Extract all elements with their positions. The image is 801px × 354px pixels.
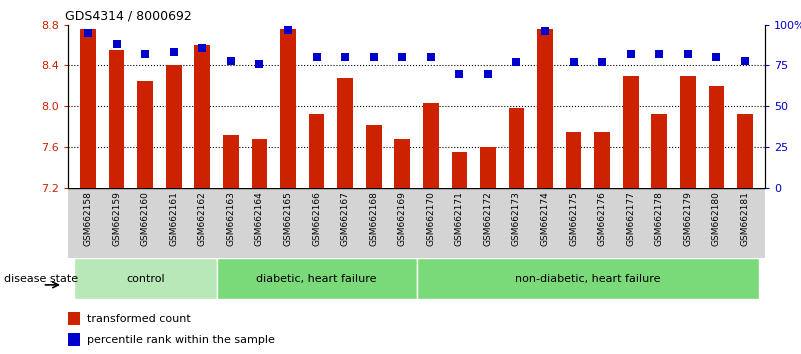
Bar — [252, 139, 268, 188]
Bar — [709, 86, 724, 188]
Point — [682, 51, 694, 57]
Text: diabetic, heart failure: diabetic, heart failure — [256, 274, 376, 284]
Point — [167, 50, 180, 55]
Point — [224, 58, 237, 63]
Bar — [480, 147, 496, 188]
Point — [624, 51, 637, 57]
Bar — [74, 258, 216, 299]
Bar — [417, 258, 759, 299]
Text: GSM662176: GSM662176 — [598, 191, 606, 246]
Point — [368, 55, 380, 60]
Bar — [537, 29, 553, 188]
Point — [739, 58, 751, 63]
Bar — [651, 114, 667, 188]
Text: transformed count: transformed count — [87, 314, 191, 324]
Text: GSM662164: GSM662164 — [255, 191, 264, 246]
Text: non-diabetic, heart failure: non-diabetic, heart failure — [515, 274, 661, 284]
Bar — [594, 132, 610, 188]
Text: GSM662170: GSM662170 — [426, 191, 435, 246]
Bar — [216, 258, 417, 299]
Text: GSM662177: GSM662177 — [626, 191, 635, 246]
Text: GSM662181: GSM662181 — [740, 191, 750, 246]
Text: GSM662166: GSM662166 — [312, 191, 321, 246]
Point — [596, 59, 609, 65]
Point — [538, 28, 551, 34]
Bar — [166, 65, 182, 188]
Bar — [566, 132, 582, 188]
Point — [282, 27, 295, 33]
Point — [82, 30, 95, 36]
Text: GDS4314 / 8000692: GDS4314 / 8000692 — [65, 9, 191, 22]
Text: GSM662174: GSM662174 — [541, 191, 549, 246]
Text: GSM662160: GSM662160 — [141, 191, 150, 246]
Bar — [509, 108, 525, 188]
Text: GSM662169: GSM662169 — [398, 191, 407, 246]
Text: GSM662175: GSM662175 — [569, 191, 578, 246]
Bar — [394, 139, 410, 188]
Point — [139, 51, 151, 57]
Text: GSM662158: GSM662158 — [83, 191, 93, 246]
Text: control: control — [126, 274, 164, 284]
Point — [567, 59, 580, 65]
Point — [339, 55, 352, 60]
Text: GSM662171: GSM662171 — [455, 191, 464, 246]
Bar — [337, 78, 353, 188]
Bar — [366, 125, 381, 188]
Bar — [308, 114, 324, 188]
Text: GSM662162: GSM662162 — [198, 191, 207, 246]
Text: GSM662178: GSM662178 — [654, 191, 664, 246]
Text: GSM662179: GSM662179 — [683, 191, 692, 246]
Bar — [223, 135, 239, 188]
Text: percentile rank within the sample: percentile rank within the sample — [87, 335, 275, 345]
Bar — [623, 76, 638, 188]
Bar — [280, 29, 296, 188]
Text: disease state: disease state — [4, 274, 78, 284]
Text: GSM662159: GSM662159 — [112, 191, 121, 246]
Text: GSM662163: GSM662163 — [227, 191, 235, 246]
Bar — [423, 103, 439, 188]
Text: GSM662161: GSM662161 — [169, 191, 179, 246]
Text: GSM662167: GSM662167 — [340, 191, 349, 246]
Bar — [680, 76, 696, 188]
Bar — [68, 333, 80, 346]
Bar — [452, 152, 467, 188]
Text: GSM662173: GSM662173 — [512, 191, 521, 246]
Point — [111, 41, 123, 47]
Point — [253, 61, 266, 67]
Point — [453, 71, 465, 76]
Text: GSM662172: GSM662172 — [484, 191, 493, 246]
Point — [425, 55, 437, 60]
Point — [710, 55, 723, 60]
Bar — [80, 29, 96, 188]
Text: GSM662168: GSM662168 — [369, 191, 378, 246]
Point — [310, 55, 323, 60]
Point — [481, 71, 494, 76]
Point — [653, 51, 666, 57]
Bar — [68, 313, 80, 325]
Bar — [737, 114, 753, 188]
Point — [510, 59, 523, 65]
Bar — [109, 50, 124, 188]
Text: GSM662165: GSM662165 — [284, 191, 292, 246]
Point — [396, 55, 409, 60]
Point — [196, 45, 209, 50]
Text: GSM662180: GSM662180 — [712, 191, 721, 246]
Bar — [137, 81, 153, 188]
Bar — [195, 45, 210, 188]
